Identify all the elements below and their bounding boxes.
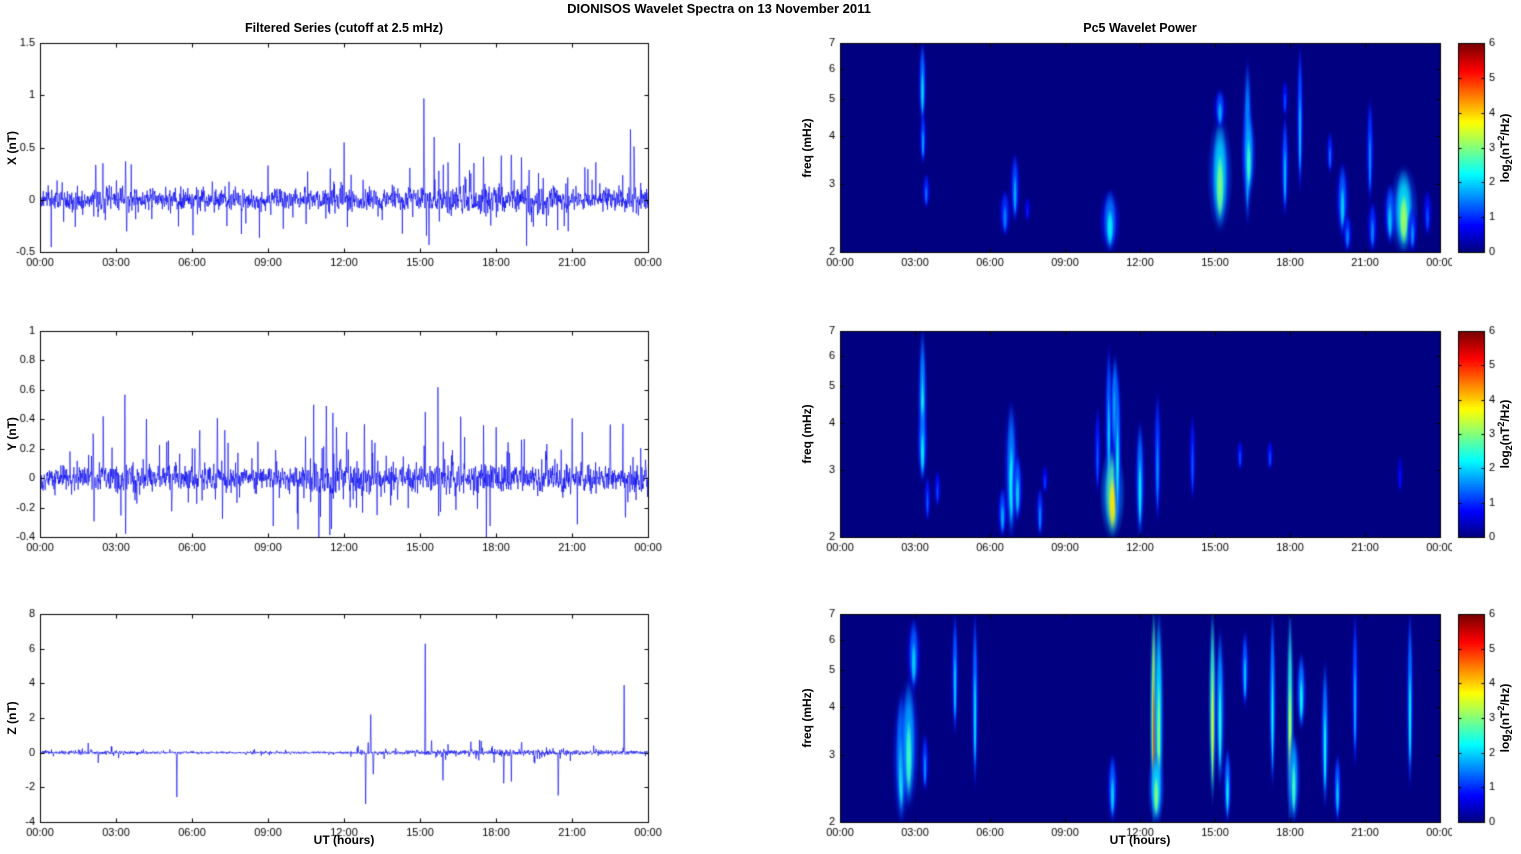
colorbar-label-middle: log2(nT2/Hz) — [1496, 400, 1514, 469]
cb-label-prefix: log — [1497, 734, 1512, 753]
y-axis-ylabel: Y (nT) — [5, 417, 19, 451]
cb-label-sub: 2 — [1504, 159, 1515, 165]
z-series-plot — [0, 601, 672, 851]
x-axis-ylabel: X (nT) — [5, 131, 19, 165]
colorbar-y — [1452, 318, 1521, 568]
cb-label-sub: 2 — [1504, 729, 1515, 735]
cb-label-mid: (nT — [1497, 426, 1512, 446]
colorbar-z — [1452, 601, 1521, 851]
freq-ylabel-bottom: freq (mHz) — [800, 688, 814, 748]
y-series-plot — [0, 318, 672, 568]
colorbar-x — [1452, 30, 1521, 280]
cb-label-suffix: /Hz) — [1497, 113, 1512, 136]
y-wavelet-spectrogram — [780, 318, 1452, 568]
cb-label-suffix: /Hz) — [1497, 683, 1512, 706]
cb-label-prefix: log — [1497, 450, 1512, 469]
x-series-plot — [0, 30, 672, 280]
cb-label-mid: (nT — [1497, 140, 1512, 160]
cb-label-sup: 2 — [1495, 135, 1506, 141]
freq-ylabel-top: freq (mHz) — [800, 118, 814, 178]
cb-label-sup: 2 — [1495, 421, 1506, 427]
cb-label-mid: (nT — [1497, 710, 1512, 730]
z-wavelet-spectrogram — [780, 601, 1452, 851]
colorbar-label-bottom: log2(nT2/Hz) — [1496, 684, 1514, 753]
figure-title: DIONISOS Wavelet Spectra on 13 November … — [567, 1, 871, 16]
cb-label-sub: 2 — [1504, 445, 1515, 451]
cb-label-prefix: log — [1497, 164, 1512, 183]
colorbar-label-top: log2(nT2/Hz) — [1496, 114, 1514, 183]
ut-hours-label-right: UT (hours) — [1109, 833, 1171, 847]
ut-hours-label-left: UT (hours) — [313, 833, 375, 847]
cb-label-suffix: /Hz) — [1497, 399, 1512, 422]
cb-label-sup: 2 — [1495, 705, 1506, 711]
x-wavelet-spectrogram — [780, 30, 1452, 280]
freq-ylabel-middle: freq (mHz) — [800, 404, 814, 464]
z-axis-ylabel: Z (nT) — [5, 701, 19, 735]
